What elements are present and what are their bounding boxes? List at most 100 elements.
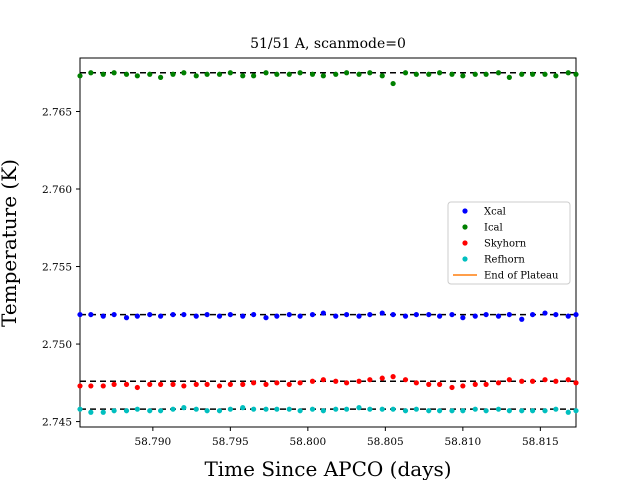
point-ical — [413, 71, 419, 77]
point-ical — [158, 74, 164, 80]
point-skyhorn — [437, 381, 443, 387]
point-refhorn — [344, 406, 350, 412]
point-xcal — [123, 315, 130, 321]
point-xcal — [216, 313, 223, 319]
point-ical — [367, 70, 373, 76]
point-ical — [216, 71, 223, 77]
point-ical — [344, 70, 350, 76]
point-refhorn — [472, 406, 478, 412]
point-ical — [170, 71, 176, 77]
point-xcal — [519, 316, 525, 322]
point-skyhorn — [565, 377, 571, 383]
point-refhorn — [333, 406, 339, 412]
point-skyhorn — [379, 375, 385, 381]
point-xcal — [181, 311, 187, 318]
point-ical — [320, 73, 326, 79]
point-xcal — [309, 311, 316, 318]
point-refhorn — [309, 406, 316, 412]
point-xcal — [158, 313, 164, 319]
point-skyhorn — [100, 383, 106, 389]
point-skyhorn — [123, 381, 130, 387]
point-skyhorn — [216, 383, 223, 389]
point-xcal — [565, 313, 571, 319]
x-tick-label: 58.810 — [444, 436, 481, 448]
point-skyhorn — [506, 377, 512, 383]
point-skyhorn — [204, 381, 210, 387]
point-xcal — [297, 313, 303, 319]
x-tick-label: 58.815 — [522, 436, 559, 448]
x-tick-label: 58.800 — [289, 436, 326, 448]
point-skyhorn — [193, 381, 199, 387]
x-axis-title: Time Since APCO (days) — [204, 457, 451, 480]
point-ical — [240, 73, 246, 79]
point-refhorn — [193, 406, 199, 412]
legend: Xcal Ical Skyhorn Refhorn End of Plateau — [447, 201, 571, 285]
point-skyhorn — [426, 381, 432, 387]
point-xcal — [390, 311, 396, 318]
x-tick-label: 58.795 — [212, 436, 249, 448]
point-skyhorn — [251, 380, 257, 386]
legend-label-skyhorn: Skyhorn — [484, 239, 527, 250]
point-ical — [77, 73, 83, 79]
point-skyhorn — [356, 378, 362, 384]
point-skyhorn — [158, 381, 164, 387]
point-xcal — [426, 311, 432, 318]
point-ical — [297, 70, 303, 76]
point-ical — [542, 71, 548, 77]
point-skyhorn — [147, 381, 153, 387]
point-refhorn — [530, 408, 536, 414]
y-tick-label: 2.765 — [42, 106, 72, 118]
point-xcal — [147, 311, 153, 318]
point-skyhorn — [472, 381, 478, 387]
point-xcal — [573, 311, 579, 318]
point-xcal — [204, 311, 210, 318]
point-skyhorn — [134, 384, 140, 391]
point-ical — [573, 71, 579, 77]
point-ical — [565, 70, 571, 76]
x-tick-label: 58.805 — [367, 436, 404, 448]
point-skyhorn — [88, 383, 94, 389]
point-refhorn — [170, 406, 176, 412]
point-skyhorn — [449, 384, 455, 391]
point-refhorn — [320, 408, 326, 414]
point-skyhorn — [309, 378, 316, 384]
plot-frame — [79, 57, 577, 428]
point-ical — [390, 80, 396, 87]
chart-title: 51/51 A, scanmode=0 — [250, 36, 406, 52]
y-axis-title: Temperature (K) — [0, 159, 21, 327]
point-refhorn — [216, 408, 223, 414]
point-xcal — [100, 313, 106, 319]
point-skyhorn — [483, 381, 489, 387]
point-xcal — [356, 313, 362, 319]
point-refhorn — [356, 405, 362, 411]
point-ical — [181, 70, 187, 76]
point-skyhorn — [227, 381, 233, 387]
point-skyhorn — [495, 380, 502, 386]
legend-marker-xcal — [462, 208, 468, 214]
point-ical — [263, 70, 269, 76]
point-ical — [286, 71, 292, 77]
point-refhorn — [204, 408, 210, 414]
y-tick-label: 2.745 — [42, 417, 72, 429]
point-xcal — [77, 311, 83, 318]
point-refhorn — [483, 408, 489, 414]
point-xcal — [402, 313, 409, 319]
point-skyhorn — [111, 381, 117, 387]
point-skyhorn — [390, 374, 396, 380]
point-refhorn — [367, 406, 373, 412]
point-skyhorn — [573, 380, 579, 386]
point-refhorn — [449, 408, 455, 414]
point-xcal — [542, 310, 548, 316]
point-refhorn — [263, 406, 269, 412]
point-xcal — [495, 313, 502, 319]
point-skyhorn — [553, 378, 559, 384]
point-ical — [460, 73, 466, 79]
point-xcal — [367, 311, 373, 318]
point-refhorn — [88, 409, 94, 415]
point-refhorn — [413, 406, 419, 412]
point-refhorn — [553, 406, 559, 412]
point-skyhorn — [519, 378, 525, 384]
y-tick-label: 2.755 — [42, 262, 72, 274]
point-refhorn — [100, 409, 106, 415]
